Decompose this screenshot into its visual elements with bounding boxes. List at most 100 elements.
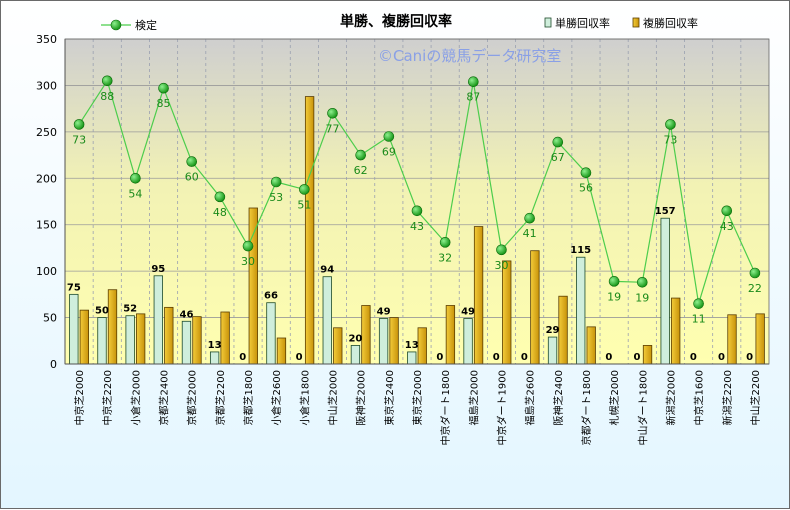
bar-tansho-label: 0	[718, 352, 725, 363]
bar-tansho	[547, 336, 558, 365]
legend-tansho-label: 単勝回収率	[555, 16, 610, 30]
bar-fukusho	[530, 250, 540, 365]
line-point	[411, 205, 423, 217]
bar-fukusho	[361, 305, 371, 365]
y-tick-label: 150	[36, 219, 57, 232]
y-tick-label: 100	[36, 265, 57, 278]
x-tick-label: 阪神芝2400	[552, 370, 565, 425]
line-point	[270, 176, 282, 188]
bar-tansho-label: 49	[461, 307, 475, 318]
plot-border	[64, 38, 770, 365]
line-point-label: 30	[241, 255, 255, 268]
line-point	[749, 267, 761, 279]
bar-tansho	[322, 276, 332, 365]
bar-tansho-label: 13	[405, 340, 419, 351]
line-point-label: 43	[410, 220, 424, 233]
y-tick-label: 50	[43, 312, 57, 325]
bar-tansho-label: 115	[570, 245, 591, 256]
bar-tansho	[69, 293, 79, 365]
x-tick-label: 京都芝1800	[242, 370, 255, 425]
x-tick-label: 新潟芝2000	[664, 370, 677, 425]
line-point-label: 19	[635, 291, 649, 304]
bar-fukusho	[107, 289, 118, 365]
x-tick-label: 小倉芝2600	[270, 370, 283, 425]
line-point	[158, 82, 169, 94]
line-point-label: 51	[297, 198, 311, 211]
x-tick-label: 小倉芝2000	[129, 370, 142, 425]
x-tick-label: 阪神芝2000	[355, 370, 368, 425]
line-point	[496, 244, 507, 256]
bar-fukusho	[586, 326, 596, 365]
line-point	[524, 212, 535, 224]
x-tick-label: 京都芝2200	[214, 370, 227, 425]
line-point-label: 56	[579, 182, 593, 195]
line-point	[242, 240, 254, 252]
line-point	[665, 119, 676, 130]
line-point-label: 67	[551, 151, 565, 164]
line-point-label: 22	[748, 282, 762, 295]
bar-tansho	[209, 351, 220, 365]
bar-tansho-label: 0	[690, 352, 697, 363]
line-point	[636, 276, 648, 288]
bar-tansho	[350, 345, 361, 365]
bar-tansho-label: 0	[239, 352, 246, 363]
line-point	[468, 76, 479, 88]
line-point-label: 77	[326, 122, 340, 135]
bar-tansho-label: 0	[493, 352, 500, 363]
line-point	[101, 75, 113, 87]
bar-fukusho	[192, 316, 202, 365]
x-tick-label: 東京芝2400	[383, 370, 396, 425]
bar-fukusho	[248, 207, 258, 365]
x-tick-label: 東京芝2000	[411, 370, 424, 425]
bar-tansho-label: 52	[123, 304, 137, 315]
line-point-label: 32	[438, 251, 452, 264]
x-tick-label: 札幌芝2000	[608, 370, 621, 425]
line-point-label: 87	[466, 91, 480, 104]
bar-tansho-label: 0	[605, 352, 612, 363]
line-point-label: 73	[663, 133, 677, 146]
bar-tansho-label: 0	[521, 352, 528, 363]
line-point-label: 43	[720, 220, 734, 233]
x-tick-label: 新潟芝2200	[721, 370, 734, 425]
chart-title: 単勝、複勝回収率	[340, 13, 452, 30]
line-point-label: 54	[128, 187, 142, 200]
x-tick-label: 中京芝2000	[73, 370, 86, 425]
bar-tansho	[266, 302, 276, 365]
bar-tansho	[125, 315, 135, 365]
line-point	[73, 119, 85, 130]
line-point-label: 41	[523, 227, 537, 240]
x-tick-label: 中山芝2200	[749, 370, 762, 425]
bar-tansho	[153, 275, 163, 365]
x-tick-label: 中京ダート1800	[439, 370, 452, 445]
bar-fukusho	[642, 345, 653, 365]
bar-fukusho	[445, 305, 456, 365]
bar-tansho-label: 0	[296, 352, 303, 363]
bar-fukusho	[473, 226, 484, 365]
line-point-label: 69	[382, 146, 396, 159]
x-tick-label: 京都芝2400	[158, 370, 171, 425]
bar-tansho-label: 0	[746, 352, 753, 363]
line-point	[130, 172, 141, 184]
line-point-label: 73	[72, 133, 86, 146]
bar-tansho	[463, 318, 473, 365]
line-point-label: 60	[185, 171, 199, 184]
line-point	[299, 184, 310, 195]
bar-tansho	[660, 217, 670, 365]
line-point	[186, 156, 198, 167]
y-tick-label: 300	[36, 79, 57, 92]
legend-kentei-label: 検定	[135, 18, 157, 32]
y-tick-label: 250	[36, 126, 57, 139]
bar-fukusho	[333, 327, 343, 365]
bar-tansho	[378, 318, 389, 365]
line-point-label: 19	[607, 290, 621, 303]
x-tick-label: 京都ダート1800	[580, 370, 593, 445]
legend-tansho-swatch	[544, 17, 552, 28]
line-point	[355, 149, 366, 161]
bar-fukusho	[502, 260, 512, 365]
x-tick-label: 中京芝2200	[101, 370, 114, 425]
line-point	[721, 205, 733, 217]
bar-tansho	[407, 351, 417, 365]
x-tick-label: 京都芝2000	[186, 370, 199, 425]
bar-tansho-label: 95	[151, 264, 165, 275]
